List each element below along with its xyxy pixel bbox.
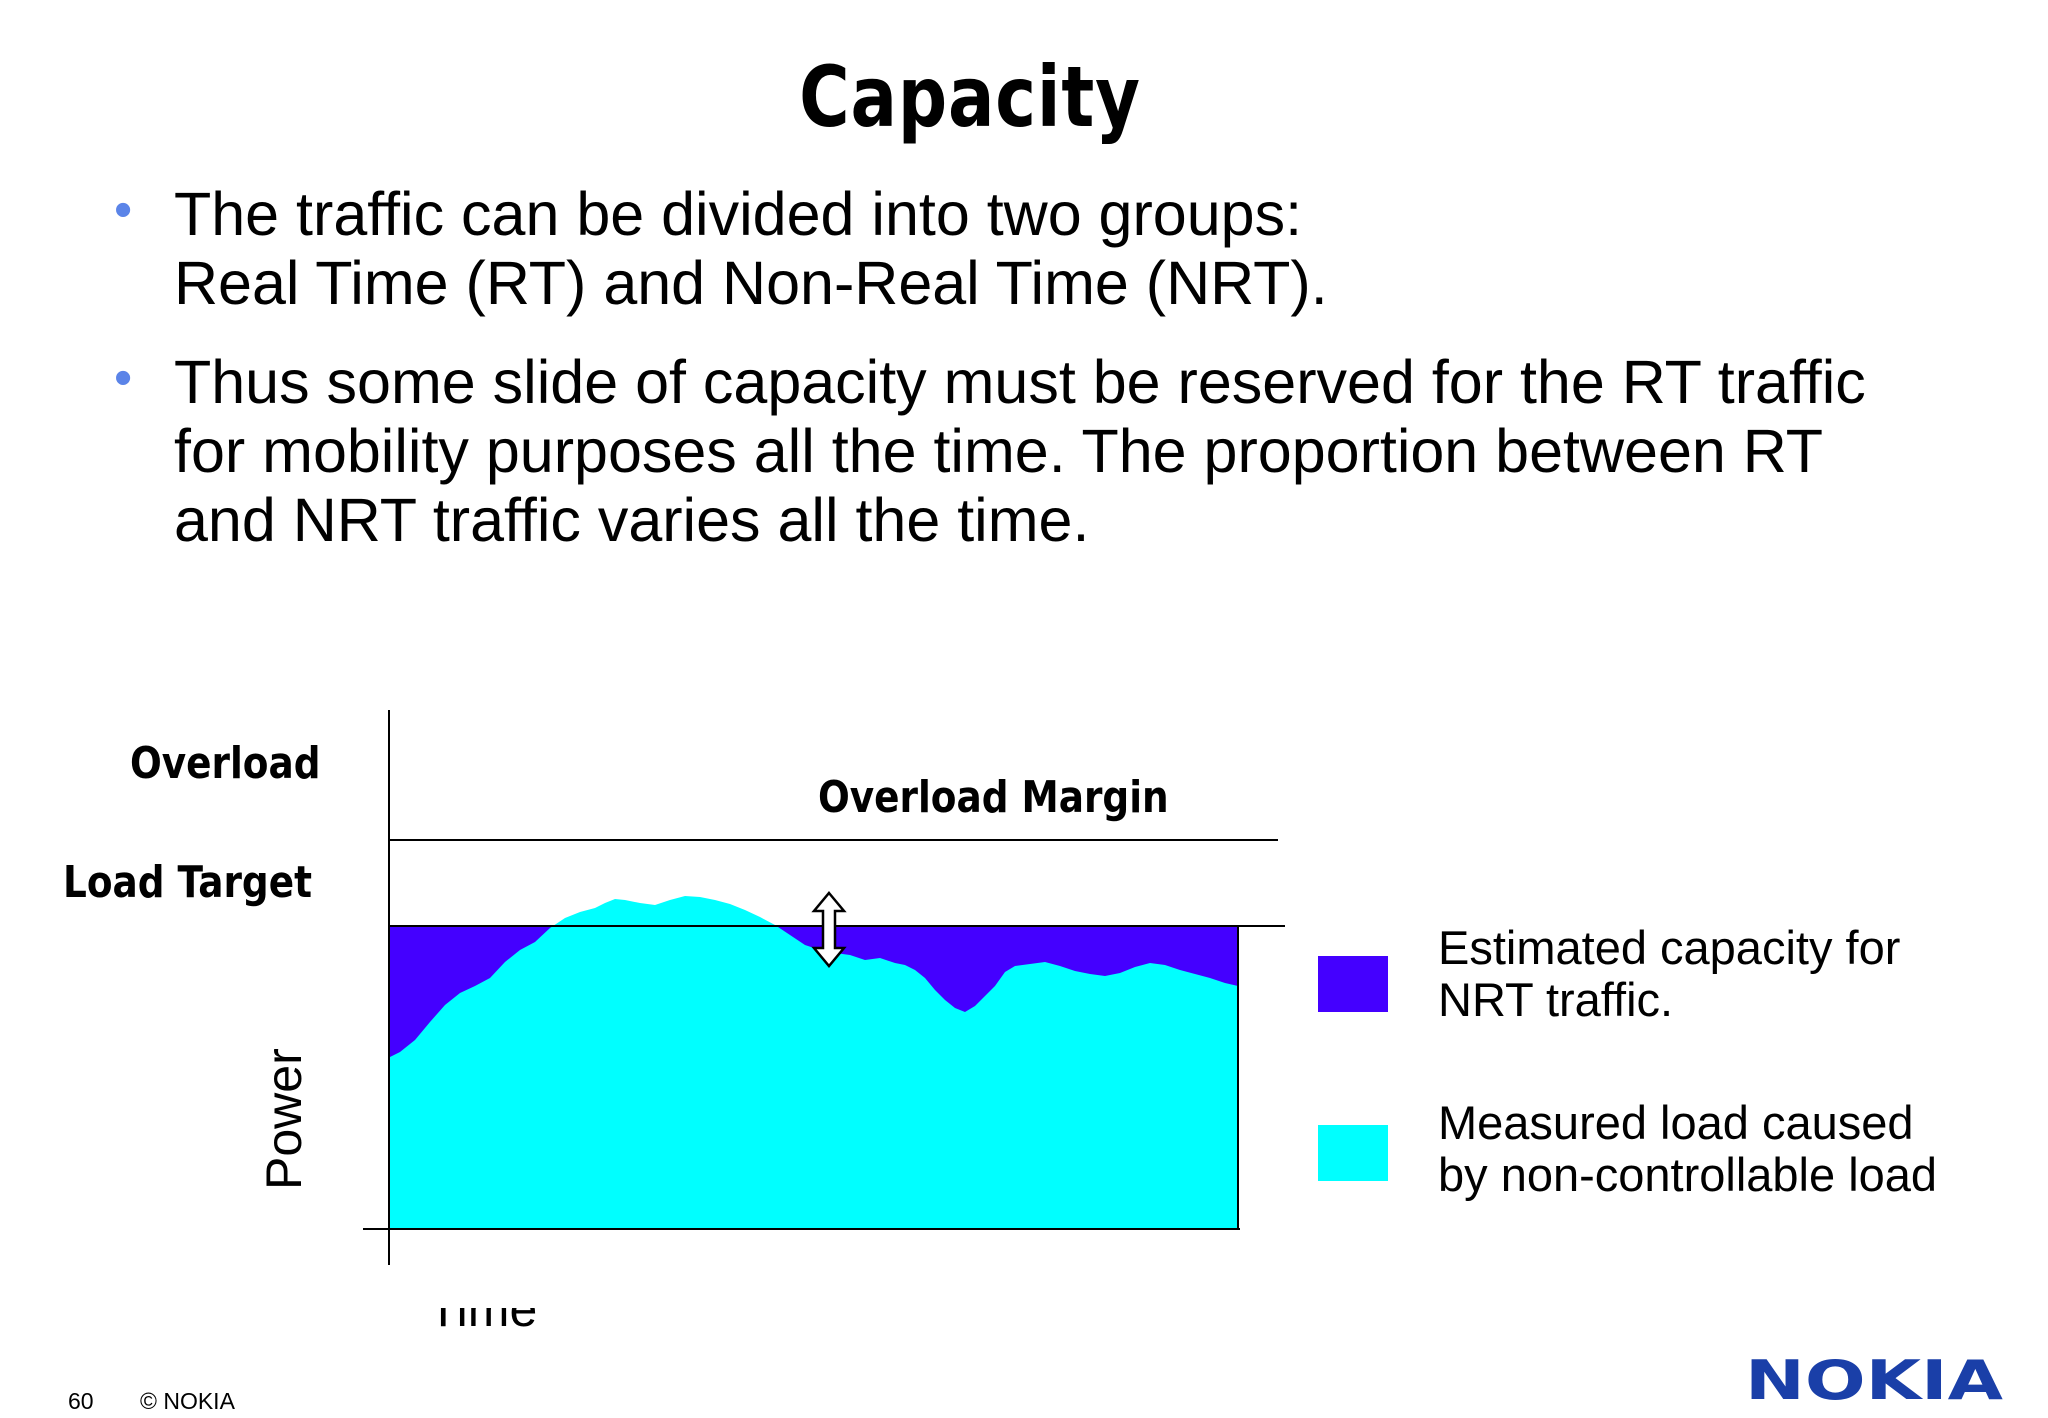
nokia-logo: NOKIA — [1745, 1355, 2003, 1405]
legend-line: by non-controllable load — [1438, 1148, 1938, 1201]
bullet-dot-icon: • — [114, 349, 133, 407]
bullet-item: • The traffic can be divided into two gr… — [110, 180, 2010, 318]
overload-margin-label: Overload Margin — [818, 772, 1169, 823]
bullet-line: for mobility purposes all the time. The … — [174, 417, 1823, 485]
x-axis-label: Time — [428, 1308, 537, 1332]
bullet-line: The traffic can be divided into two grou… — [174, 180, 1303, 248]
bullet-line: Real Time (RT) and Non-Real Time (NRT). — [174, 249, 1328, 317]
legend-swatch-measured — [1318, 1125, 1388, 1181]
measured-load-area — [388, 896, 1238, 1228]
bullet-line: Thus some slide of capacity must be rese… — [174, 348, 1866, 416]
legend-line: Measured load caused — [1438, 1096, 1914, 1149]
bullet-item: • Thus some slide of capacity must be re… — [110, 348, 2010, 555]
load-target-label: Load Target — [63, 857, 312, 908]
bullet-list: • The traffic can be divided into two gr… — [110, 180, 2010, 585]
legend-text-measured: Measured load caused by non-controllable… — [1438, 1097, 1937, 1201]
x-axis-label-text: Time — [428, 1308, 537, 1332]
bullet-dot-icon: • — [114, 181, 133, 239]
legend-text-nrt: Estimated capacity for NRT traffic. — [1438, 922, 1900, 1026]
legend-line: NRT traffic. — [1438, 973, 1674, 1026]
overload-label: Overload — [130, 738, 321, 789]
slide-title: Capacity — [799, 48, 1141, 146]
copyright: © NOKIA — [140, 1388, 235, 1414]
bullet-line: and NRT traffic varies all the time. — [174, 486, 1090, 554]
legend-swatch-nrt — [1318, 956, 1388, 1012]
page-number: 60 — [68, 1388, 94, 1414]
svg-text:NOKIA: NOKIA — [1745, 1355, 2003, 1405]
legend-line: Estimated capacity for — [1438, 921, 1901, 974]
double-arrow-icon — [811, 891, 847, 968]
y-axis-label: Power — [256, 1048, 312, 1190]
